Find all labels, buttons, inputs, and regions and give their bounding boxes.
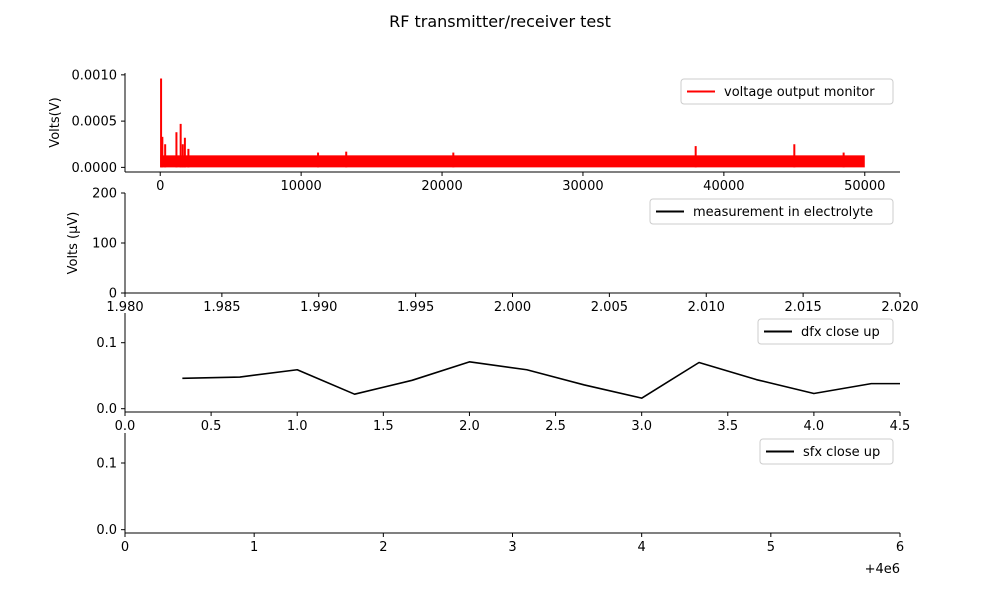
y-tick-label: 0.0 — [96, 402, 117, 417]
legend-frame — [649, 198, 894, 225]
x-tick-label: 1.985 — [203, 300, 240, 315]
y-tick-label: 0.0010 — [72, 68, 118, 83]
y-tick-label: 0 — [109, 287, 117, 302]
x-tick-label: 2.015 — [785, 300, 822, 315]
x-tick-label: 20000 — [421, 179, 462, 194]
x-offset-label: +4e6 — [865, 562, 900, 577]
y-axis-label: Volts(V) — [48, 97, 63, 147]
x-tick-label: 2.010 — [688, 300, 725, 315]
x-tick-label: 10000 — [280, 179, 321, 194]
x-tick-label: 2.000 — [494, 300, 531, 315]
legend-label: measurement in electrolyte — [693, 205, 873, 220]
legend-frame — [759, 438, 894, 465]
x-tick-label: 3.5 — [717, 419, 738, 434]
subplot-3: 0.0 0.5 1.0 1.5 2.0 2.5 3.0 3.5 4.0 4.5 0.0 0.1 dfx … — [96, 313, 910, 434]
figure-title: RF transmitter/receiver test — [389, 12, 611, 31]
y-tick-label: 0.1 — [96, 457, 117, 472]
legend: voltage output monitor — [680, 78, 894, 105]
y-tick-label: 0.0000 — [72, 161, 118, 176]
x-tick-label: 1.5 — [373, 419, 394, 434]
x-tick-label: 2.020 — [881, 300, 918, 315]
x-tick-label: 4.5 — [890, 419, 911, 434]
y-tick-label: 0.1 — [96, 336, 117, 351]
x-tick-label: 5 — [767, 540, 775, 555]
x-tick-label: 1.995 — [397, 300, 434, 315]
x-tick-label: 1.0 — [287, 419, 308, 434]
x-tick-label: 4 — [638, 540, 646, 555]
y-tick-label: 0.0 — [96, 523, 117, 538]
legend-label: dfx close up — [801, 325, 880, 340]
series-line — [182, 361, 900, 399]
x-tick-label: 2 — [379, 540, 387, 555]
legend-label: voltage output monitor — [724, 85, 875, 100]
plot-area — [160, 78, 865, 168]
legend: dfx close up — [757, 318, 894, 345]
noise-band — [160, 155, 865, 168]
x-tick-label: 0.5 — [201, 419, 222, 434]
x-tick-label: 1.980 — [106, 300, 143, 315]
subplot-2: 1.980 1.985 1.990 1.995 2.000 2.005 2.010 2.015… — [66, 187, 919, 316]
x-tick-label: 1 — [250, 540, 258, 555]
x-tick-label: 0.0 — [115, 419, 136, 434]
y-axis-label: Volts (μV) — [66, 212, 81, 275]
x-tick-label: 4.0 — [804, 419, 825, 434]
legend-frame — [757, 318, 894, 345]
y-tick-label: 0.0005 — [72, 115, 118, 130]
legend: measurement in electrolyte — [649, 198, 894, 225]
x-tick-label: 2.0 — [459, 419, 480, 434]
subplot-1: 0 10000 20000 30000 40000 50000 0.0000 0.0005 0.… — [48, 68, 900, 194]
legend-frame — [680, 78, 894, 105]
legend-label: sfx close up — [803, 445, 880, 460]
x-tick-label: 0 — [121, 540, 129, 555]
x-tick-label: 2.005 — [591, 300, 628, 315]
x-tick-label: 40000 — [703, 179, 744, 194]
plot-area — [182, 361, 900, 399]
x-tick-label: 6 — [896, 540, 904, 555]
x-tick-label: 1.990 — [300, 300, 337, 315]
subplots: 0 10000 20000 30000 40000 500000.00000.00050.… — [48, 68, 919, 577]
subplot-4: 0 1 2 3 4 5 6 0.0 0.1 +4e6 sfx close up — [96, 433, 904, 577]
x-tick-label: 30000 — [562, 179, 603, 194]
x-tick-label: 3 — [508, 540, 516, 555]
x-tick-label: 50000 — [844, 179, 885, 194]
x-tick-label: 0 — [156, 179, 164, 194]
y-tick-label: 200 — [92, 187, 117, 202]
x-tick-label: 3.0 — [631, 419, 652, 434]
x-tick-label: 2.5 — [545, 419, 566, 434]
legend: sfx close up — [759, 438, 894, 465]
y-tick-label: 100 — [92, 237, 117, 252]
